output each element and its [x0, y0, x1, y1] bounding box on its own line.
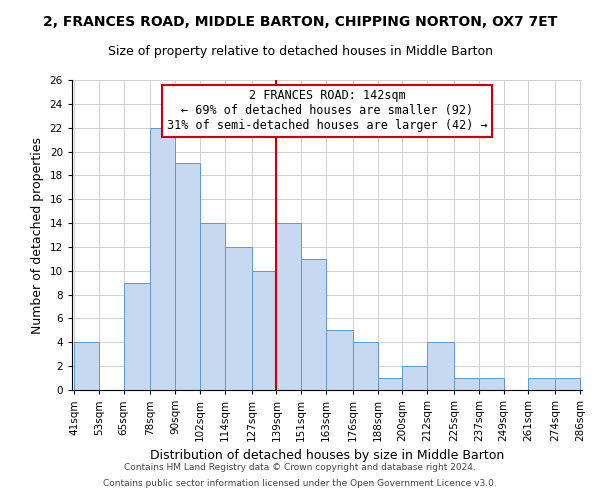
Bar [251, 271, 277, 390]
Bar [225, 247, 251, 390]
Text: 2, FRANCES ROAD, MIDDLE BARTON, CHIPPING NORTON, OX7 7ET: 2, FRANCES ROAD, MIDDLE BARTON, CHIPPING… [43, 15, 557, 29]
Bar [479, 378, 503, 390]
Bar [277, 223, 301, 390]
Bar [175, 164, 200, 390]
Bar [403, 366, 427, 390]
Bar [301, 259, 326, 390]
Bar [353, 342, 377, 390]
Bar [124, 282, 151, 390]
Bar [326, 330, 353, 390]
Bar [200, 223, 225, 390]
X-axis label: Distribution of detached houses by size in Middle Barton: Distribution of detached houses by size … [150, 450, 504, 462]
Bar [74, 342, 99, 390]
Bar [427, 342, 454, 390]
Bar [454, 378, 479, 390]
Bar [377, 378, 403, 390]
Bar [555, 378, 580, 390]
Bar [529, 378, 555, 390]
Y-axis label: Number of detached properties: Number of detached properties [31, 136, 44, 334]
Bar [151, 128, 175, 390]
Text: 2 FRANCES ROAD: 142sqm
← 69% of detached houses are smaller (92)
31% of semi-det: 2 FRANCES ROAD: 142sqm ← 69% of detached… [167, 90, 487, 132]
Text: Size of property relative to detached houses in Middle Barton: Size of property relative to detached ho… [107, 45, 493, 58]
Text: Contains HM Land Registry data © Crown copyright and database right 2024.: Contains HM Land Registry data © Crown c… [124, 464, 476, 472]
Text: Contains public sector information licensed under the Open Government Licence v3: Contains public sector information licen… [103, 478, 497, 488]
